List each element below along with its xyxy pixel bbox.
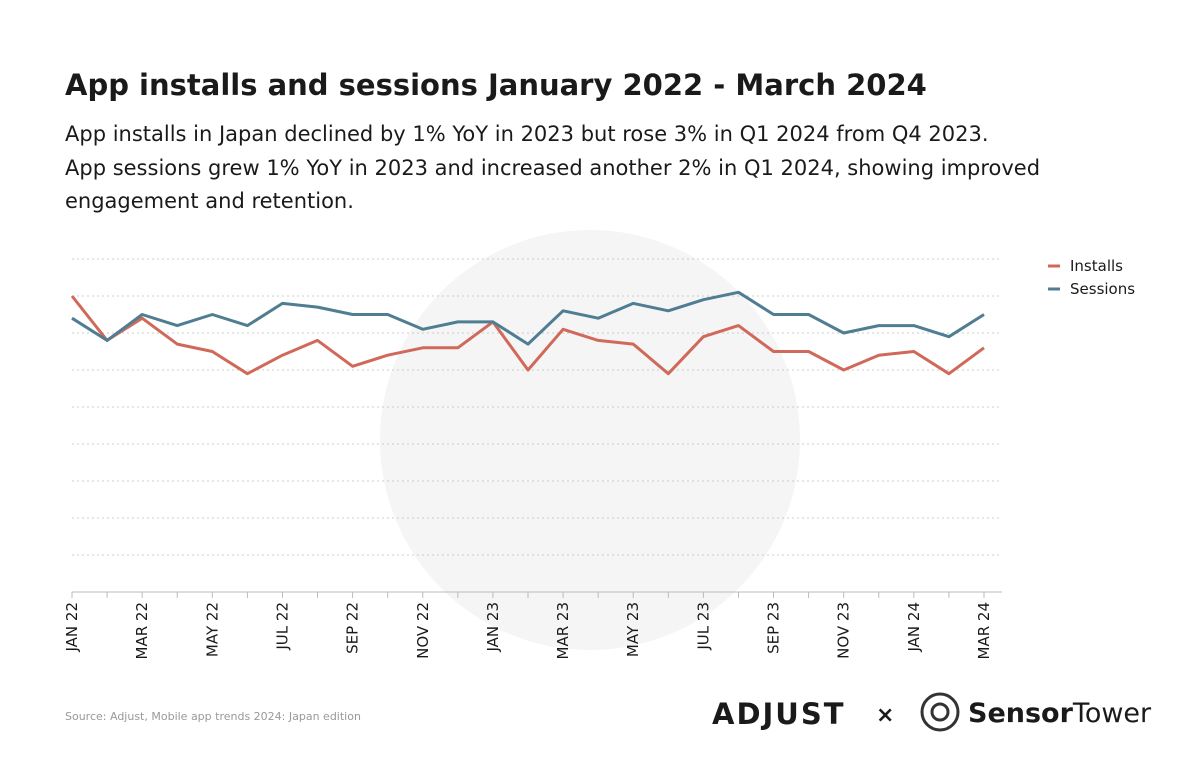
x-tick-label: JUL 22 <box>273 602 291 651</box>
legend-label: Installs <box>1070 257 1123 275</box>
watermark <box>380 230 800 650</box>
x-tick-label: JAN 22 <box>63 602 81 653</box>
series-line <box>70 295 985 376</box>
x-tick-label: JAN 23 <box>484 602 502 653</box>
x-tick-label: NOV 22 <box>414 602 432 659</box>
x-tick-label: MAY 23 <box>624 602 642 657</box>
logo-times: × <box>876 703 894 728</box>
x-tick-label: JUL 23 <box>694 602 712 651</box>
x-tick-label: JAN 24 <box>905 602 923 653</box>
subtitle: App installs in Japan declined by 1% YoY… <box>65 122 989 146</box>
x-tick-label: MAR 24 <box>975 602 993 659</box>
source: Source: Adjust, Mobile app trends 2024: … <box>65 710 361 723</box>
logo-adjust: ADJUST <box>712 697 846 731</box>
chart-title: App installs and sessions January 2022 -… <box>65 68 927 102</box>
logo-icon <box>930 702 950 722</box>
logo-tower: Tower <box>1072 698 1152 729</box>
logo-icon <box>920 692 960 732</box>
subtitle: App sessions grew 1% YoY in 2023 and inc… <box>65 156 1040 180</box>
x-tick-label: SEP 22 <box>344 602 362 654</box>
logo-sensor: Sensor <box>968 698 1074 729</box>
x-tick-label: MAR 23 <box>554 602 572 659</box>
subtitle: engagement and retention. <box>65 189 354 213</box>
x-tick-label: SEP 23 <box>765 602 783 654</box>
x-tick-label: NOV 23 <box>835 602 853 659</box>
x-tick-label: MAY 22 <box>203 602 221 657</box>
logo-sensortower: SensorTower <box>968 698 1152 729</box>
series-line <box>71 290 985 346</box>
x-tick-label: MAR 22 <box>133 602 151 659</box>
legend-label: Sessions <box>1070 280 1135 298</box>
